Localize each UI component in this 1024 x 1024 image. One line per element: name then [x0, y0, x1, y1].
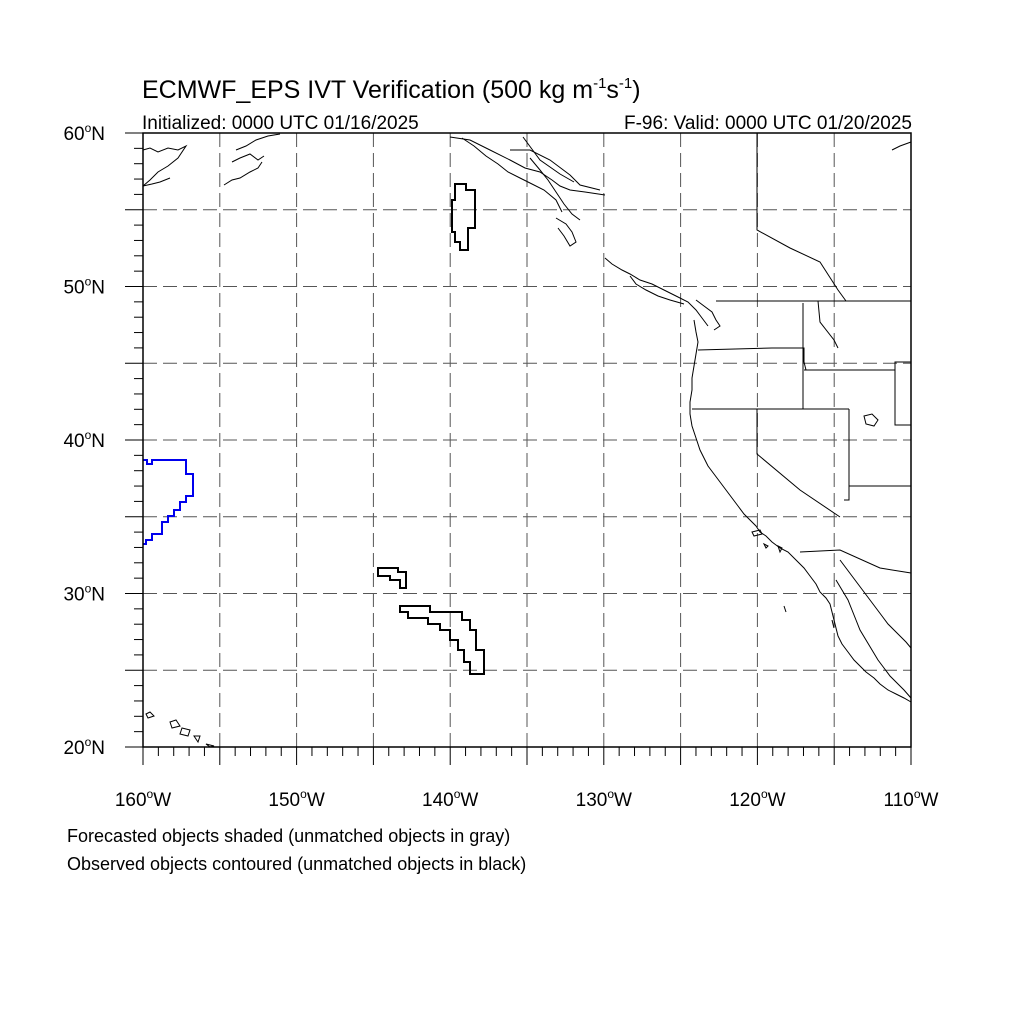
lat-label: 60oN: [63, 121, 105, 145]
graticule: [143, 133, 911, 747]
lon-label: 160oW: [115, 787, 171, 811]
map-title: ECMWF_EPS IVT Verification (500 kg m-1s-…: [142, 75, 641, 104]
coastlines: [142, 133, 912, 748]
axis-labels: 60oN 50oN 40oN 30oN 20oN 160oW 150oW 140oW 130oW…: [63, 121, 938, 811]
lon-label: 140oW: [422, 787, 478, 811]
axis-ticks: [125, 132, 912, 765]
forecast-note: Forecasted objects shaded (unmatched obj…: [67, 826, 510, 846]
lat-label: 30oN: [63, 582, 105, 606]
unmatched-observed-object: [399, 605, 485, 675]
matched-observed-object: [143, 459, 194, 545]
lon-label: 120oW: [729, 787, 785, 811]
map-frame: [142, 132, 912, 748]
valid-time: F-96: Valid: 0000 UTC 01/20/2025: [624, 113, 912, 134]
initialized-time: Initialized: 0000 UTC 01/16/2025: [142, 113, 419, 134]
lon-label: 130oW: [576, 787, 632, 811]
observed-objects: [143, 183, 485, 675]
lat-label: 40oN: [63, 428, 105, 452]
lat-label: 50oN: [63, 275, 105, 299]
unmatched-observed-object: [377, 567, 407, 589]
lat-label: 20oN: [63, 735, 105, 759]
political-boundaries: [522, 133, 912, 574]
lon-label: 150oW: [268, 787, 324, 811]
lon-label: 110oW: [884, 787, 939, 811]
unmatched-observed-object: [451, 183, 476, 251]
observed-note: Observed objects contoured (unmatched ob…: [67, 854, 526, 874]
